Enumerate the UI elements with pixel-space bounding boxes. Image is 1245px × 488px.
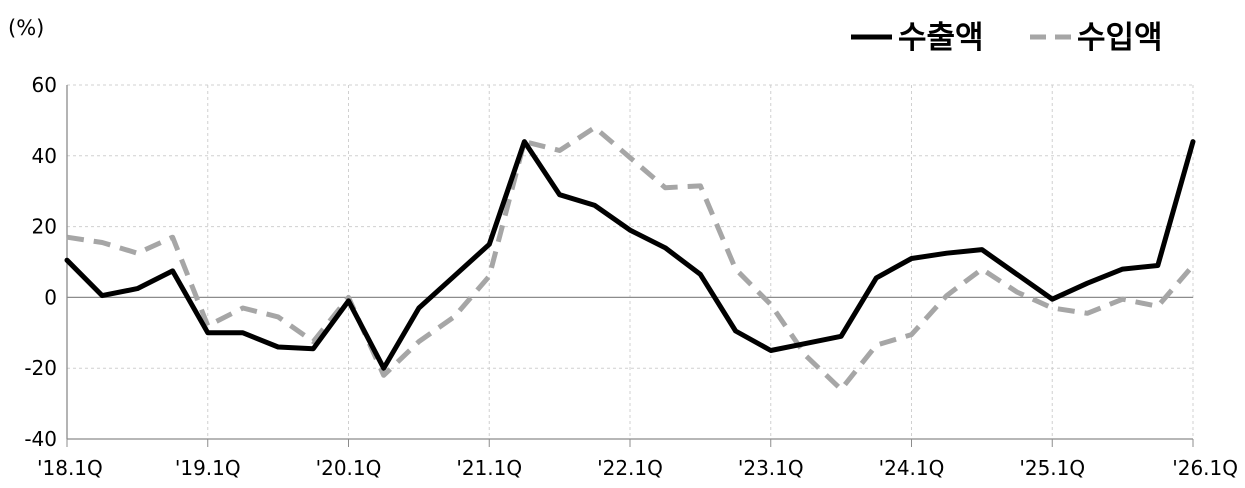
y-tick-label: -20 bbox=[24, 356, 57, 380]
y-tick-label: 60 bbox=[32, 73, 57, 97]
axes bbox=[66, 85, 1194, 447]
legend-label-export: 수출액 bbox=[898, 20, 984, 56]
x-tick-label: '21.1Q bbox=[456, 456, 522, 480]
x-tick-label: '19.1Q bbox=[175, 456, 241, 480]
x-tick-label: '22.1Q bbox=[597, 456, 663, 480]
y-axis-unit-label: (%) bbox=[8, 16, 44, 40]
x-tick-label: '25.1Q bbox=[1019, 456, 1085, 480]
x-tick-label: '20.1Q bbox=[316, 456, 382, 480]
grid bbox=[67, 84, 1194, 439]
y-tick-label: 0 bbox=[44, 285, 57, 309]
y-tick-label: 40 bbox=[32, 144, 57, 168]
series-line-export bbox=[64, 139, 1196, 371]
x-tick-label: '23.1Q bbox=[738, 456, 804, 480]
y-tick-label: 20 bbox=[32, 215, 57, 239]
x-tick-label: '18.1Q bbox=[37, 456, 103, 480]
x-tick-label: '24.1Q bbox=[879, 456, 945, 480]
x-tick-label: '26.1Q bbox=[1172, 456, 1238, 480]
legend: 수출액 수입액 bbox=[851, 20, 1163, 56]
tick-labels: 60 40 20 0 -20 -40 '18.1Q '19.1Q '20.1Q '21.1Q '22… bbox=[24, 73, 1238, 480]
legend-label-import: 수입액 bbox=[1077, 20, 1163, 56]
series-layer bbox=[64, 125, 1196, 392]
series-line-import bbox=[66, 125, 1195, 392]
y-tick-label: -40 bbox=[24, 427, 57, 451]
